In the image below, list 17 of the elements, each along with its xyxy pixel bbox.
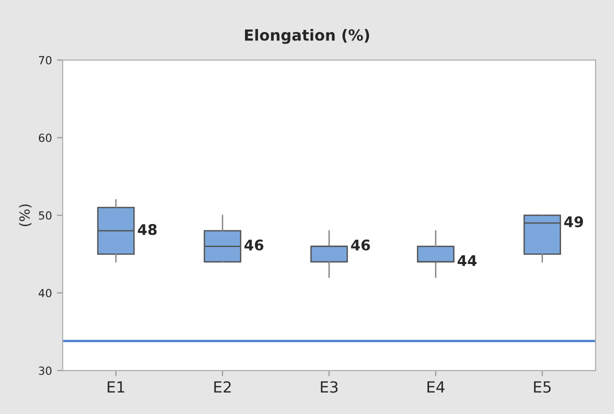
x-tick-label: E1: [108, 381, 124, 393]
text: 49: [564, 216, 583, 228]
y-tick-label: 50: [38, 211, 52, 220]
y-tick-label: 60: [38, 134, 52, 142]
y-tick-label: 30: [38, 366, 52, 375]
chart-title: Elongation (%): [245, 28, 370, 44]
x-tick-label: E4: [428, 381, 445, 393]
x-tick-label: E5: [534, 381, 551, 393]
x-tick-label: E2: [214, 381, 231, 393]
y-axis-title: (%): [19, 204, 32, 226]
y-tick-label: 70: [38, 56, 52, 64]
text: 44: [458, 255, 477, 266]
y-tick-label: 40: [38, 288, 52, 298]
text: 46: [244, 240, 264, 251]
text: 46: [351, 240, 370, 251]
x-tick-label: E3: [320, 381, 338, 393]
text: 48: [138, 224, 157, 236]
